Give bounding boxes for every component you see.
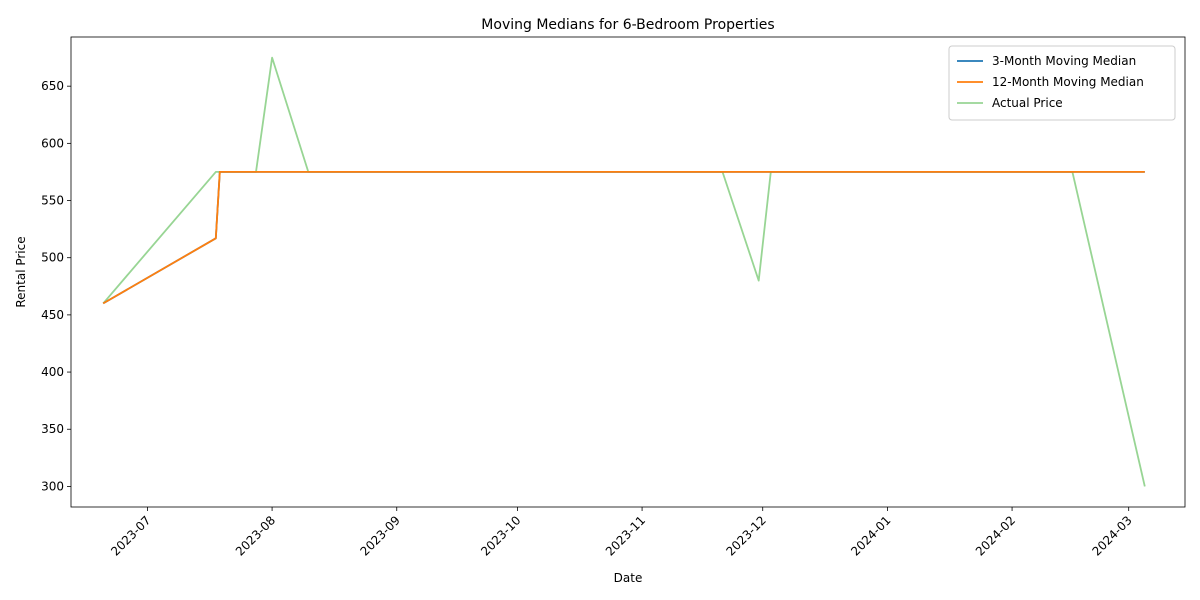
x-axis-label: Date [614,571,643,585]
series-layer [102,56,1146,487]
legend-label: 3-Month Moving Median [992,54,1136,68]
y-axis-label: Rental Price [14,236,28,307]
legend-label: Actual Price [992,96,1063,110]
y-tick-label: 600 [41,136,64,150]
y-tick-label: 500 [41,251,64,265]
y-tick-label: 300 [41,479,64,493]
y-tick-label: 650 [41,79,64,93]
legend-frame [948,45,1176,121]
y-tick-label: 550 [41,194,64,208]
y-tick-label: 350 [41,422,64,436]
y-tick-label: 400 [41,365,64,379]
series-line-12-month-moving-median [102,170,1145,305]
y-tick-label: 450 [41,308,64,322]
chart-title: Moving Medians for 6-Bedroom Properties [481,17,774,33]
plot-frame [70,36,1186,508]
y-axis: 300 350 400 450 500 550 600 650 [41,79,71,493]
legend-label: 12-Month Moving Median [992,75,1144,89]
legend: 3-Month Moving Median 12-Month Moving Med… [948,45,1176,121]
